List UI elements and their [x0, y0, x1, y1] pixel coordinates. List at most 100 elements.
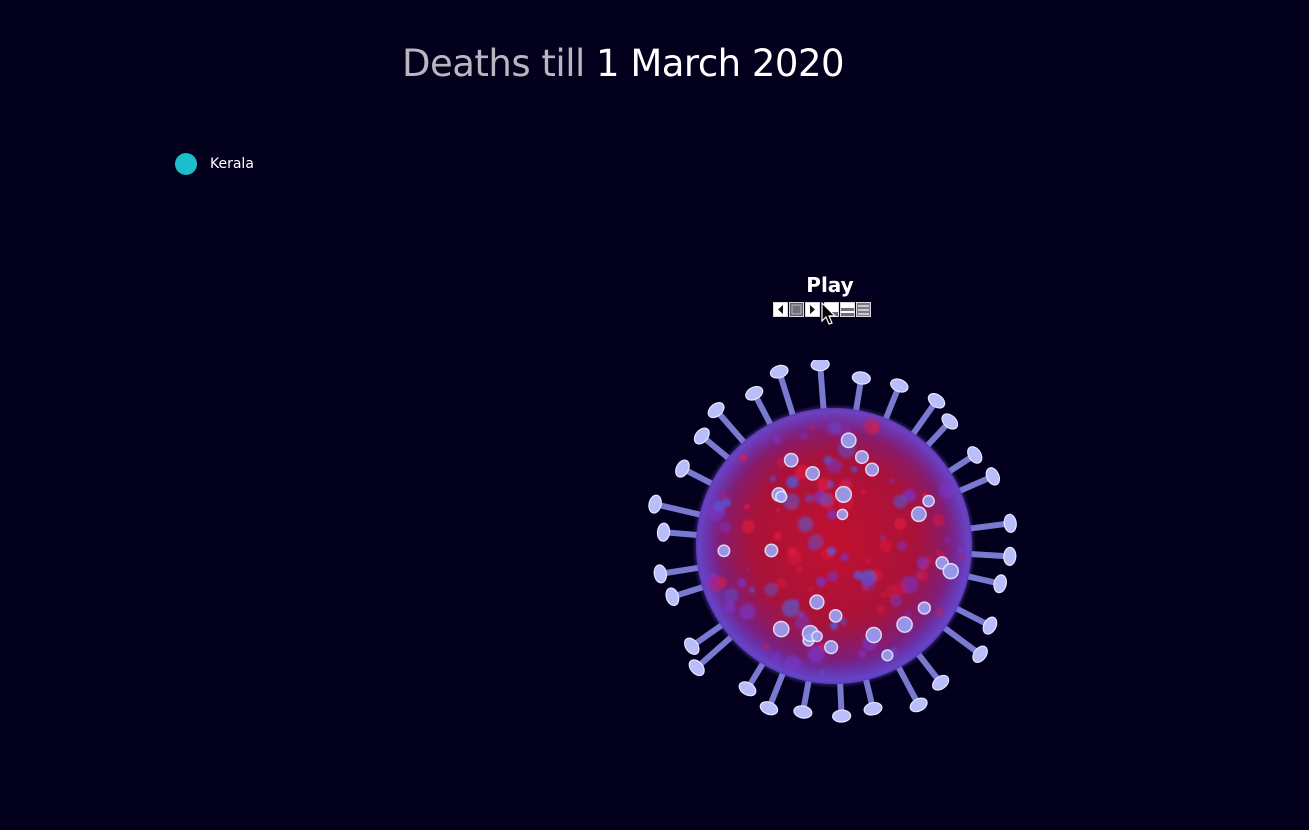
virus-texture: [827, 509, 838, 520]
virus-texture: [820, 493, 833, 506]
coronavirus-image: [648, 360, 1017, 723]
virus-surface-knob: [881, 649, 894, 662]
virus-texture: [840, 553, 849, 562]
legend-swatch-kerala[interactable]: [175, 153, 197, 175]
virus-texture: [772, 652, 783, 663]
virus-texture: [903, 610, 912, 618]
virus-texture: [784, 655, 801, 672]
virus-texture: [863, 417, 881, 435]
virus-texture: [860, 489, 867, 496]
virus-texture: [879, 535, 885, 541]
virus-texture: [876, 604, 886, 614]
virus-surface-knob: [836, 508, 849, 521]
virus-texture: [944, 536, 951, 543]
layout-full-button[interactable]: [856, 302, 871, 317]
virus-spike-cap: [688, 659, 705, 677]
virus-surface-knob: [772, 620, 790, 638]
virus-texture: [826, 458, 842, 474]
virus-texture: [934, 607, 944, 617]
stop-button[interactable]: [789, 302, 804, 317]
virus-texture: [917, 571, 929, 582]
virus-spike-cap: [648, 494, 662, 514]
virus-texture: [741, 519, 756, 534]
virus-spike-cap: [653, 564, 668, 584]
stop-icon: [791, 304, 802, 315]
virus-spike-cap: [851, 371, 871, 385]
virus-texture: [819, 670, 825, 675]
virus-texture: [724, 588, 739, 602]
virus-spike-cap: [890, 378, 909, 393]
virus-texture: [827, 570, 839, 582]
virus-spike-cap: [769, 364, 789, 379]
virus-texture: [773, 531, 782, 541]
virus-spike-cap: [932, 674, 950, 691]
virus-surface-knob: [805, 466, 821, 481]
virus-texture: [959, 555, 964, 560]
virus-surface-knob: [865, 462, 880, 477]
virus-texture: [796, 565, 804, 573]
virus-texture: [890, 594, 903, 607]
virus-spike-cap: [967, 446, 983, 464]
virus-texture: [807, 645, 826, 663]
virus-surface-knob: [828, 609, 843, 623]
virus-spike-cap: [693, 427, 710, 445]
virus-spike-cap: [793, 705, 813, 719]
virus-texture: [807, 541, 818, 552]
virus-texture: [749, 587, 755, 593]
virus-surface-knob: [922, 494, 935, 508]
virus-surface-knob: [942, 562, 959, 580]
virus-spike-cap: [927, 393, 946, 409]
virus-surface-knob: [910, 506, 927, 523]
virus-texture: [807, 586, 814, 592]
virus-texture: [739, 454, 747, 462]
virus-texture: [721, 492, 727, 499]
next-button[interactable]: [805, 302, 820, 317]
mouse-cursor-icon: [821, 302, 837, 325]
virus-texture: [737, 578, 747, 588]
virus-spike-cap: [863, 701, 883, 716]
next-icon: [810, 305, 815, 314]
virus-spike-cap: [675, 459, 690, 478]
virus-texture: [805, 494, 814, 503]
layout-middle-button[interactable]: [840, 302, 855, 317]
virus-texture: [825, 422, 839, 436]
virus-spike-cap: [810, 360, 830, 372]
virus-texture: [827, 546, 836, 556]
virus-texture: [770, 475, 777, 482]
virus-texture: [894, 517, 907, 531]
virus-spike-cap: [909, 697, 928, 713]
virus-texture: [789, 503, 795, 510]
virus-surface-knob: [811, 630, 823, 643]
virus-spike-cap: [759, 701, 779, 716]
virus-surface-knob: [824, 640, 839, 655]
virus-spike-cap: [665, 587, 680, 607]
layout-middle-icon: [841, 303, 854, 316]
virus-texture: [816, 576, 827, 587]
virus-texture: [916, 556, 929, 569]
title-prefix: Deaths till: [402, 42, 597, 85]
legend-label-kerala[interactable]: Kerala: [210, 156, 254, 172]
virus-spike-cap: [982, 616, 998, 635]
virus-spike-cap: [707, 402, 725, 419]
virus-texture: [744, 504, 750, 510]
prev-button[interactable]: [773, 302, 788, 317]
virus-texture: [764, 582, 778, 597]
virus-texture: [775, 507, 780, 512]
virus-surface-knob: [717, 544, 731, 558]
virus-surface-knob: [775, 490, 788, 503]
virus-texture: [800, 432, 809, 441]
virus-spike-cap: [993, 574, 1007, 594]
virus-surface-knob: [840, 432, 857, 449]
virus-texture: [932, 514, 945, 527]
virus-texture: [797, 516, 814, 533]
virus-texture: [853, 570, 863, 580]
layout-full-icon: [857, 303, 870, 316]
play-label[interactable]: Play: [806, 273, 854, 297]
virus-spike-cap: [1003, 513, 1017, 533]
virus-texture: [787, 550, 802, 566]
virus-texture: [810, 425, 816, 430]
virus-texture: [938, 482, 955, 499]
virus-spike-cap: [656, 522, 671, 542]
virus-spike-cap: [684, 637, 700, 655]
virus-texture: [719, 521, 731, 533]
